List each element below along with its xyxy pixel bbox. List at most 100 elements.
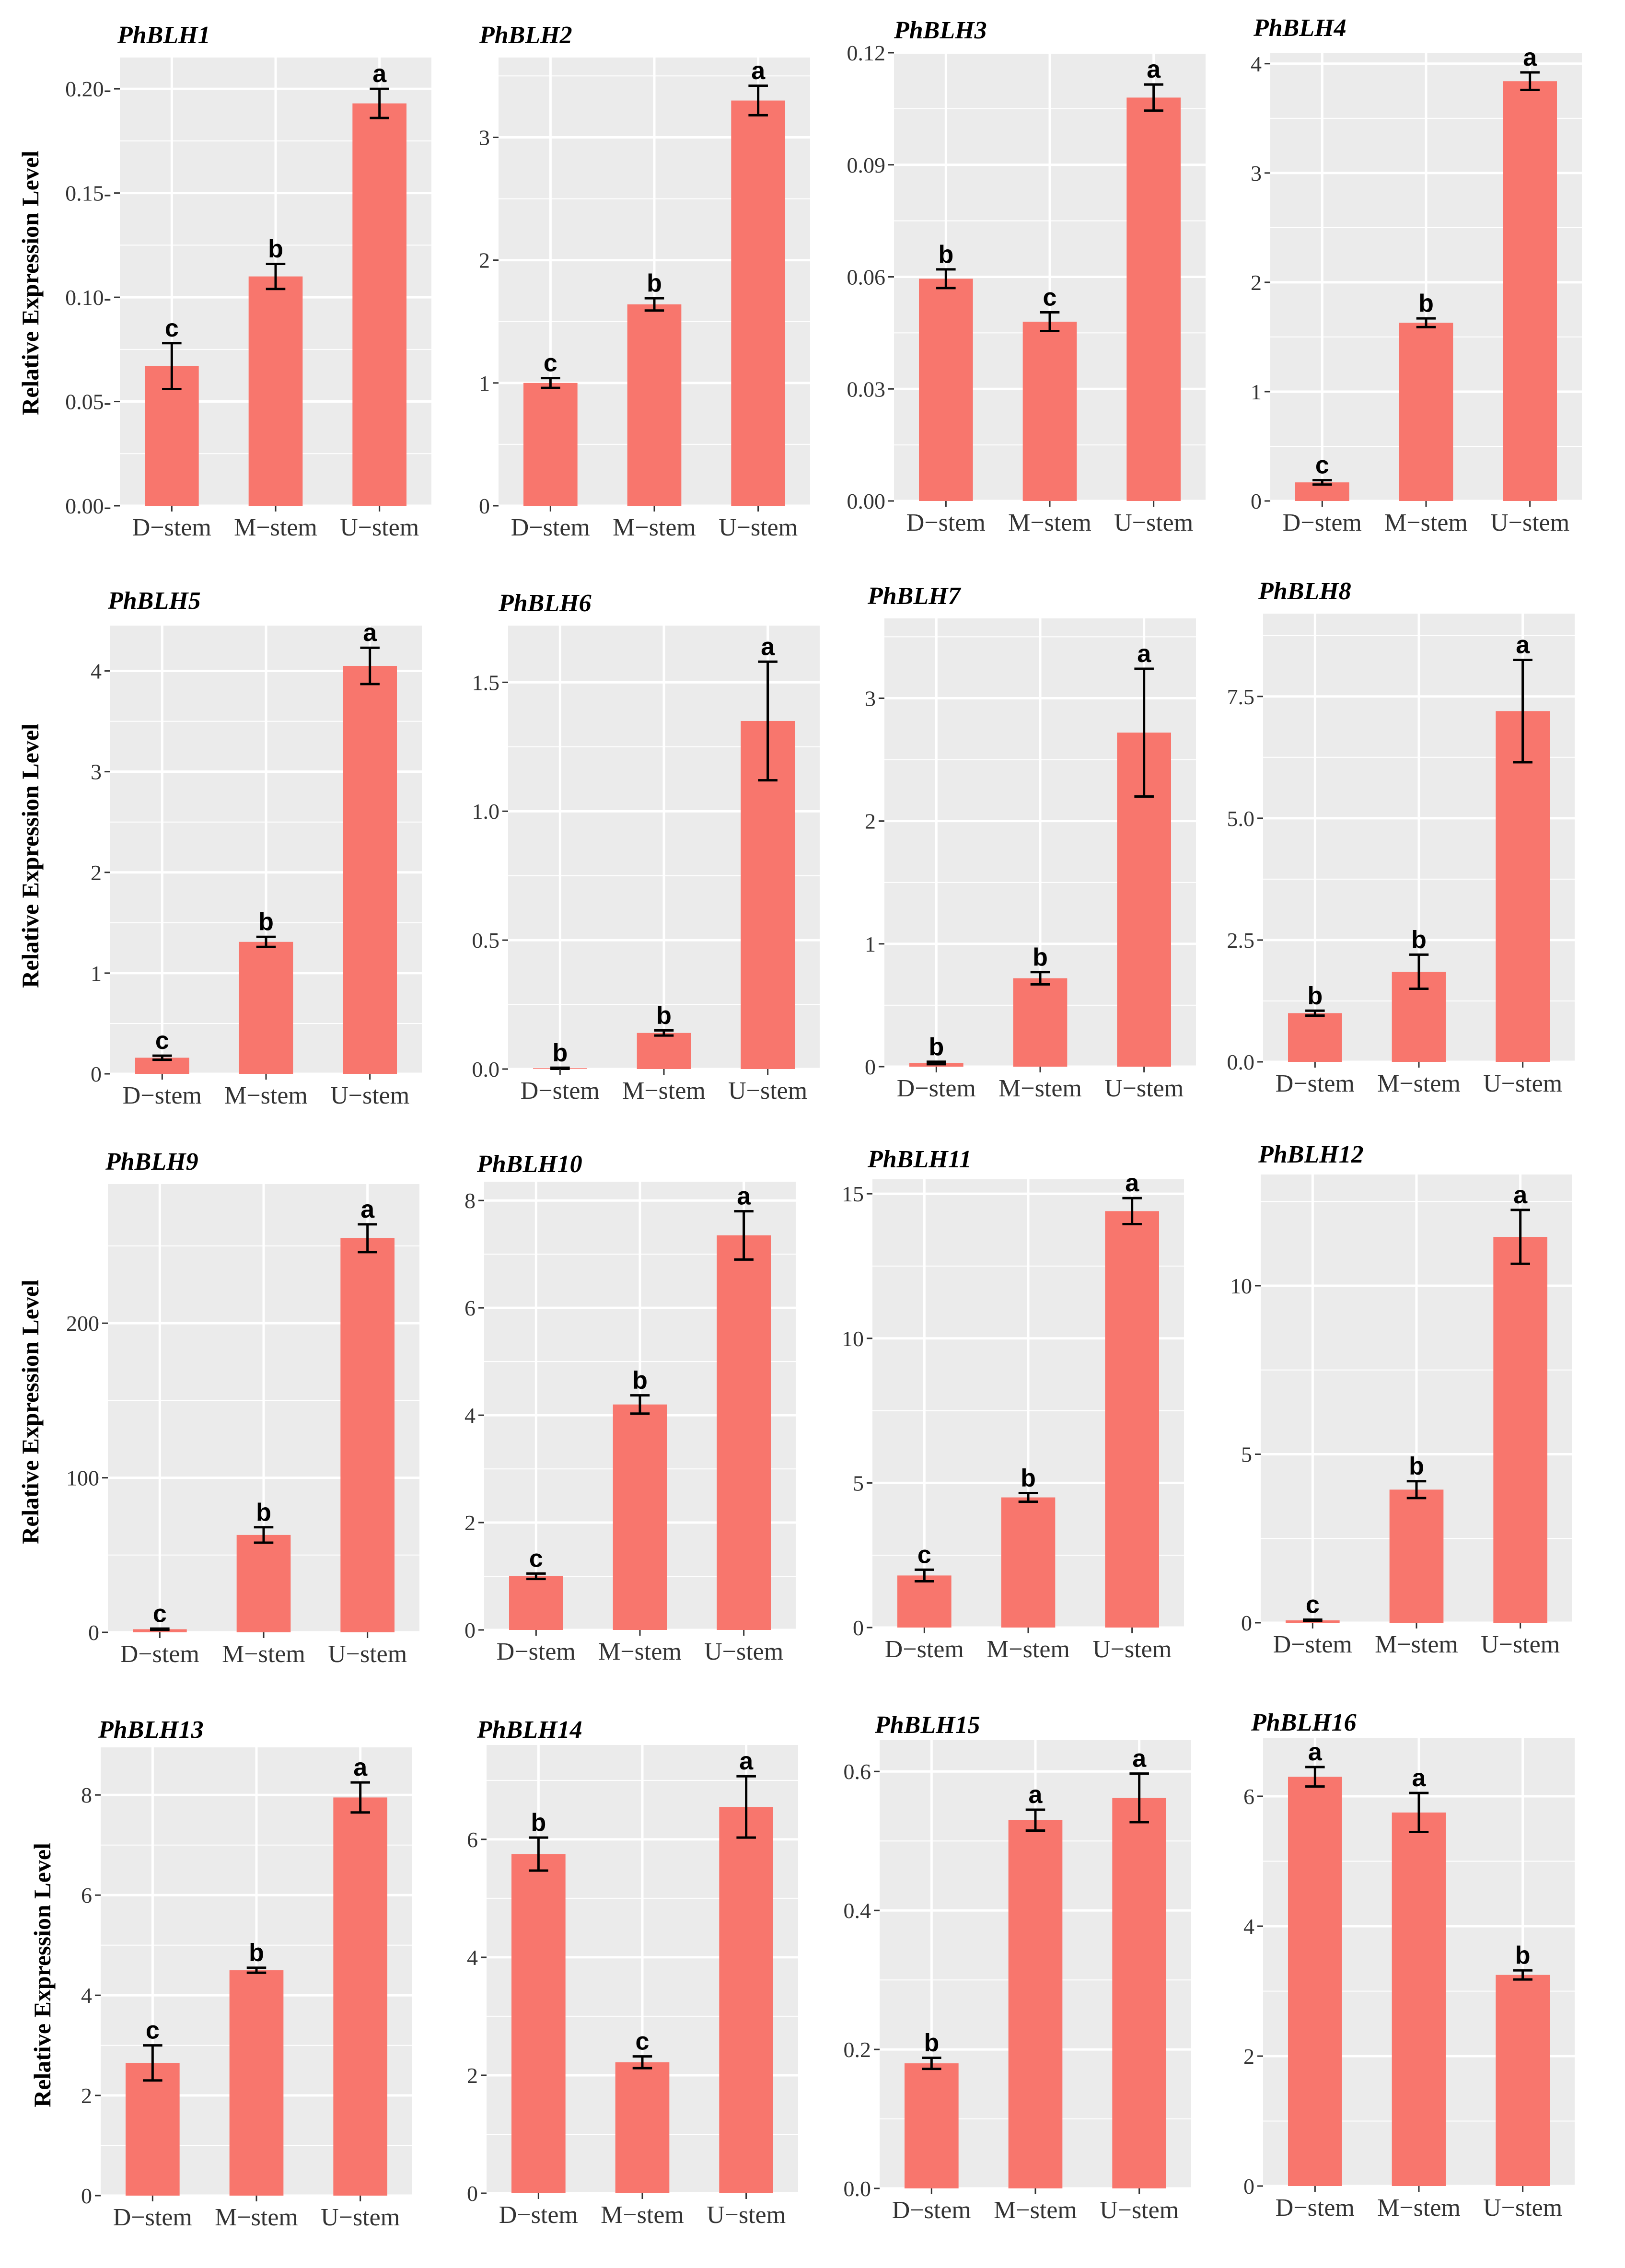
x-tick-label: M−stem bbox=[234, 514, 317, 541]
x-tick-label: D−stem bbox=[1283, 509, 1362, 536]
y-tick-label: 3 bbox=[479, 126, 490, 150]
y-tick-label: 8 bbox=[464, 1188, 476, 1213]
significance-letter: a bbox=[1308, 1738, 1323, 1766]
y-tick-label: 4 bbox=[1251, 52, 1262, 76]
x-tick-label: D−stem bbox=[113, 2204, 192, 2231]
bar-U−stem bbox=[719, 1807, 773, 2193]
bar-M−stem bbox=[615, 2062, 670, 2193]
y-tick-label: 1 bbox=[479, 371, 490, 395]
significance-letter: a bbox=[737, 1183, 751, 1210]
x-tick-label: D−stem bbox=[120, 1640, 199, 1668]
panel-PhBLH14: 0 2 4 6 b D−stem c M−stem a U−stem PhBLH14 bbox=[467, 1716, 798, 2229]
y-tick-label: 0 bbox=[479, 494, 490, 518]
bar-D−stem bbox=[126, 2063, 180, 2196]
y-tick-label: 2 bbox=[464, 1511, 476, 1535]
bar-M−stem bbox=[229, 1970, 284, 2196]
x-tick-label: M−stem bbox=[613, 514, 696, 541]
significance-letter: a bbox=[1516, 631, 1530, 659]
panel-title: PhBLH14 bbox=[476, 1716, 582, 1744]
bar-U−stem bbox=[1493, 1237, 1547, 1623]
bar-M−stem bbox=[248, 276, 303, 506]
bar-M−stem bbox=[637, 1033, 691, 1069]
x-tick-label: U−stem bbox=[728, 1077, 807, 1105]
significance-letter: c bbox=[1043, 284, 1057, 312]
bar-D−stem bbox=[897, 1575, 952, 1628]
bar-M−stem bbox=[1389, 1489, 1444, 1623]
y-tick-label: 3 bbox=[91, 760, 102, 784]
bar-M−stem bbox=[627, 304, 682, 506]
bar-U−stem bbox=[1496, 711, 1550, 1062]
significance-letter: b bbox=[938, 241, 953, 268]
significance-letter: a bbox=[1125, 1169, 1139, 1197]
x-tick-label: D−stem bbox=[511, 514, 590, 541]
y-tick-label: 2 bbox=[479, 248, 490, 273]
y-tick-label: 6 bbox=[1243, 1784, 1254, 1809]
panel-title: PhBLH3 bbox=[894, 17, 987, 44]
significance-letter: c bbox=[1315, 452, 1329, 479]
x-tick-label: M−stem bbox=[998, 1075, 1082, 1102]
y-tick-label: 0.12 bbox=[847, 41, 886, 65]
significance-letter: c bbox=[917, 1541, 931, 1569]
panel-title: PhBLH16 bbox=[1251, 1709, 1357, 1736]
bar-U−stem bbox=[731, 100, 785, 506]
y-tick-label: 4 bbox=[81, 1983, 92, 2008]
x-tick-label: D−stem bbox=[499, 2201, 578, 2229]
y-tick-label: 2 bbox=[1243, 2044, 1254, 2069]
y-tick-label: 7.5 bbox=[1227, 685, 1255, 709]
y-tick-label: 0.00 bbox=[847, 489, 886, 513]
bar-U−stem bbox=[717, 1235, 771, 1630]
bar-M−stem bbox=[1399, 323, 1453, 501]
panel-PhBLH4: 0 1 2 3 4 c D−stem b M−stem a U−stem PhBLH4 bbox=[1251, 14, 1582, 536]
x-tick-label: D−stem bbox=[892, 2197, 971, 2224]
y-axis-label: Relative Expression Level bbox=[29, 1843, 56, 2107]
significance-letter: a bbox=[1412, 1764, 1427, 1792]
significance-letter: b bbox=[632, 1367, 648, 1395]
y-tick-label: 4 bbox=[1243, 1914, 1254, 1939]
panel-PhBLH9: 0 100 200 c D−stem b M−stem a U−stem PhBLH9 Relati… bbox=[17, 1148, 419, 1668]
y-tick-label: 1.0 bbox=[472, 799, 500, 824]
bar-D−stem bbox=[1288, 1777, 1342, 2186]
significance-letter: b bbox=[256, 1499, 271, 1526]
x-tick-label: U−stem bbox=[330, 1082, 409, 1109]
y-tick-label: 2 bbox=[865, 809, 876, 834]
y-tick-label: 2.5 bbox=[1227, 928, 1255, 953]
y-tick-label: 2 bbox=[467, 2063, 478, 2088]
y-tick-label: 2 bbox=[91, 861, 102, 885]
panel-title: PhBLH13 bbox=[98, 1716, 204, 1744]
bar-D−stem bbox=[919, 279, 973, 501]
x-tick-label: M−stem bbox=[1375, 1631, 1458, 1658]
significance-letter: b bbox=[1411, 926, 1427, 954]
panel-PhBLH13: 0 2 4 6 8 c D−stem b M−stem a U−stem PhBLH13 Relativ… bbox=[29, 1716, 412, 2231]
y-tick-label: 0 bbox=[1251, 489, 1262, 513]
y-tick-label: 0 bbox=[91, 1062, 102, 1086]
bar-U−stem bbox=[1126, 97, 1181, 501]
bar-M−stem bbox=[1001, 1497, 1056, 1628]
bar-M−stem bbox=[1013, 978, 1068, 1067]
significance-letter: b bbox=[258, 908, 274, 936]
y-tick-label: 0 bbox=[853, 1616, 864, 1640]
significance-letter: c bbox=[529, 1545, 543, 1572]
y-tick-label: 2 bbox=[81, 2083, 92, 2108]
bar-U−stem bbox=[352, 103, 406, 506]
x-tick-label: U−stem bbox=[328, 1640, 407, 1668]
y-tick-label: 0 bbox=[1243, 2174, 1254, 2198]
x-tick-label: U−stem bbox=[1092, 1636, 1172, 1663]
y-tick-label: 0.0 bbox=[472, 1057, 500, 1082]
y-tick-label: 1.5 bbox=[472, 670, 500, 695]
panel-title: PhBLH8 bbox=[1258, 578, 1351, 605]
significance-letter: b bbox=[929, 1033, 944, 1061]
significance-letter: a bbox=[1029, 1781, 1043, 1809]
x-tick-label: U−stem bbox=[1100, 2197, 1179, 2224]
x-tick-label: U−stem bbox=[340, 514, 419, 541]
y-tick-label: 200 bbox=[66, 1311, 99, 1336]
bar-D−stem bbox=[511, 1854, 566, 2193]
x-tick-label: M−stem bbox=[1008, 509, 1091, 536]
y-tick-label: 4 bbox=[467, 1945, 478, 1970]
significance-letter: a bbox=[1513, 1181, 1528, 1209]
x-tick-label: U−stem bbox=[1490, 509, 1569, 536]
significance-letter: b bbox=[249, 1939, 264, 1967]
y-tick-label: 4 bbox=[464, 1403, 476, 1428]
x-tick-label: D−stem bbox=[897, 1075, 976, 1102]
significance-letter: c bbox=[544, 349, 557, 377]
y-tick-label: 0.09 bbox=[847, 153, 886, 177]
